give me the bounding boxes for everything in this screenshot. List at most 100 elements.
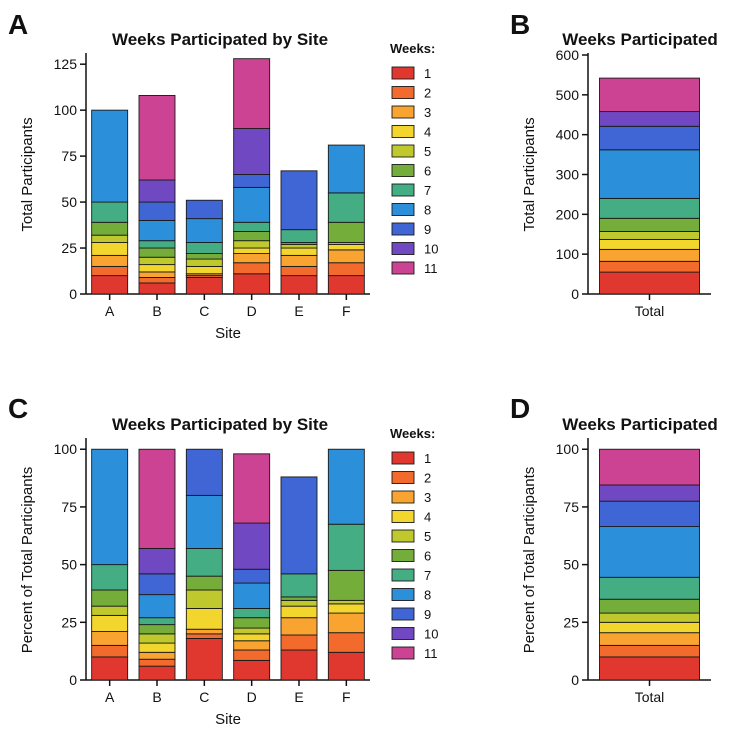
y-tick-label: 0 xyxy=(571,286,579,302)
bar-segment-c-week-1 xyxy=(185,277,223,295)
bar-segment-f-week-1 xyxy=(327,275,365,295)
bar-segment-total-week-2 xyxy=(599,644,700,658)
y-tick-label: 75 xyxy=(61,499,77,515)
bar-segment-c-week-5 xyxy=(185,258,223,267)
bar-segment-a-week-7 xyxy=(91,201,129,223)
legend-label: 3 xyxy=(424,490,431,505)
bar-segment-b-week-3 xyxy=(138,651,176,660)
legend-label: 11 xyxy=(424,646,438,661)
bar-segment-d-week-7 xyxy=(233,608,271,619)
legend-swatch-week-1 xyxy=(391,451,415,465)
bar-segment-total-week-8 xyxy=(599,149,700,199)
y-tick-label: 75 xyxy=(61,148,77,164)
bar-segment-c-week-7 xyxy=(185,242,223,255)
bar-segment-d-week-7 xyxy=(233,221,271,232)
bar-segment-d-week-9 xyxy=(233,568,271,584)
legend-swatch-week-5 xyxy=(391,529,415,543)
y-tick-label: 50 xyxy=(61,557,77,573)
bar-segment-total-week-7 xyxy=(599,576,700,600)
y-tick-label: 25 xyxy=(61,614,77,630)
legend-title: Weeks: xyxy=(390,426,435,441)
legend-swatch-week-9 xyxy=(391,222,415,236)
legend: Weeks: 1 2 3 4 5 6 7 8 9 10 11 xyxy=(390,41,438,276)
y-axis-label: Percent of Total Participants xyxy=(521,467,538,654)
bar-segment-d-week-9 xyxy=(233,174,271,188)
bar-segment-d-week-1 xyxy=(233,273,271,295)
y-tick-label: 25 xyxy=(563,614,579,630)
bar-segment-e-week-9 xyxy=(280,170,318,231)
bar-segment-f-week-7 xyxy=(327,523,365,571)
legend-swatch-week-10 xyxy=(391,627,415,640)
bar-segment-b-week-4 xyxy=(138,264,176,273)
chart-panel-b: B Weeks Participated 0 100 200 300 400 500 600 To… xyxy=(510,9,718,319)
legend-label: 2 xyxy=(424,471,431,486)
bar-segment-d-week-3 xyxy=(233,640,271,651)
bar-segment-a-week-4 xyxy=(91,242,129,256)
chart-title: Weeks Participated xyxy=(562,30,718,49)
bar-segment-b-week-9 xyxy=(138,573,176,596)
bar-segment-f-week-2 xyxy=(327,262,365,277)
legend-swatch-week-6 xyxy=(391,549,415,562)
y-tick-label: 100 xyxy=(54,441,78,457)
bar-segment-total-week-6 xyxy=(599,598,700,614)
bar-segment-b-week-3 xyxy=(138,271,176,278)
panel-letter: D xyxy=(510,393,530,424)
bar-segment-b-week-7 xyxy=(138,240,176,249)
y-tick-label: 100 xyxy=(556,246,580,262)
y-tick-label: 300 xyxy=(556,167,580,183)
x-tick-label: Total xyxy=(635,303,665,319)
legend-label: 11 xyxy=(424,261,438,276)
legend-swatch-week-3 xyxy=(391,490,415,504)
legend-label: 2 xyxy=(424,86,431,101)
legend-swatch-week-5 xyxy=(391,144,415,158)
legend-label: 1 xyxy=(424,66,431,81)
legend-label: 9 xyxy=(424,607,431,622)
bar-segment-f-week-5 xyxy=(327,599,365,605)
bar-segment-d-week-10 xyxy=(233,128,271,175)
bar-segment-a-week-5 xyxy=(91,234,129,243)
bar-segment-e-week-7 xyxy=(280,229,318,243)
bar-segment-d-week-8 xyxy=(233,582,271,609)
y-tick-label: 100 xyxy=(54,102,78,118)
legend-swatch-week-10 xyxy=(391,242,415,255)
x-tick-label: B xyxy=(152,689,161,705)
bar-segment-f-week-7 xyxy=(327,192,365,223)
legend-label: 5 xyxy=(424,144,431,159)
bar-segment-a-week-1 xyxy=(91,656,129,681)
bar-segment-total-week-5 xyxy=(599,612,700,623)
y-tick-label: 75 xyxy=(563,499,579,515)
bar-segment-total-week-3 xyxy=(599,632,700,646)
bar-segment-f-week-6 xyxy=(327,569,365,601)
bar-segment-d-week-2 xyxy=(233,262,271,275)
bar-segment-a-week-8 xyxy=(91,448,129,566)
bar-segment-f-week-2 xyxy=(327,632,365,653)
bar-segment-a-week-4 xyxy=(91,614,129,632)
bar-segment-b-week-6 xyxy=(138,247,176,258)
x-tick-label: E xyxy=(294,303,303,319)
legend-swatch-week-3 xyxy=(391,105,415,119)
bar-segment-a-week-6 xyxy=(91,589,129,607)
legend-swatch-week-7 xyxy=(391,568,415,582)
x-tick-label: B xyxy=(152,303,161,319)
bar-segment-a-week-3 xyxy=(91,254,129,267)
bar-segment-total-week-11 xyxy=(599,448,700,486)
legend-swatch-week-2 xyxy=(391,86,415,99)
bar-segment-e-week-2 xyxy=(280,265,318,277)
bar-segment-d-week-5 xyxy=(233,240,271,249)
bar-segment-e-week-3 xyxy=(280,254,318,267)
legend-swatch-week-7 xyxy=(391,183,415,197)
legend-label: 10 xyxy=(424,242,438,257)
bar-segment-b-week-5 xyxy=(138,256,176,266)
bar-segment-c-week-5 xyxy=(185,589,223,609)
legend-swatch-week-9 xyxy=(391,607,415,621)
legend-swatch-week-4 xyxy=(391,510,415,523)
bar-segment-a-week-7 xyxy=(91,564,129,591)
bar-segment-c-week-1 xyxy=(185,638,223,681)
x-tick-label: C xyxy=(199,303,209,319)
chart-title: Weeks Participated by Site xyxy=(112,30,328,49)
bar-segment-total-week-10 xyxy=(599,111,700,127)
bar-segment-total-week-7 xyxy=(599,197,700,219)
bar-segment-a-week-2 xyxy=(91,644,129,658)
bar-segment-e-week-2 xyxy=(280,634,318,651)
